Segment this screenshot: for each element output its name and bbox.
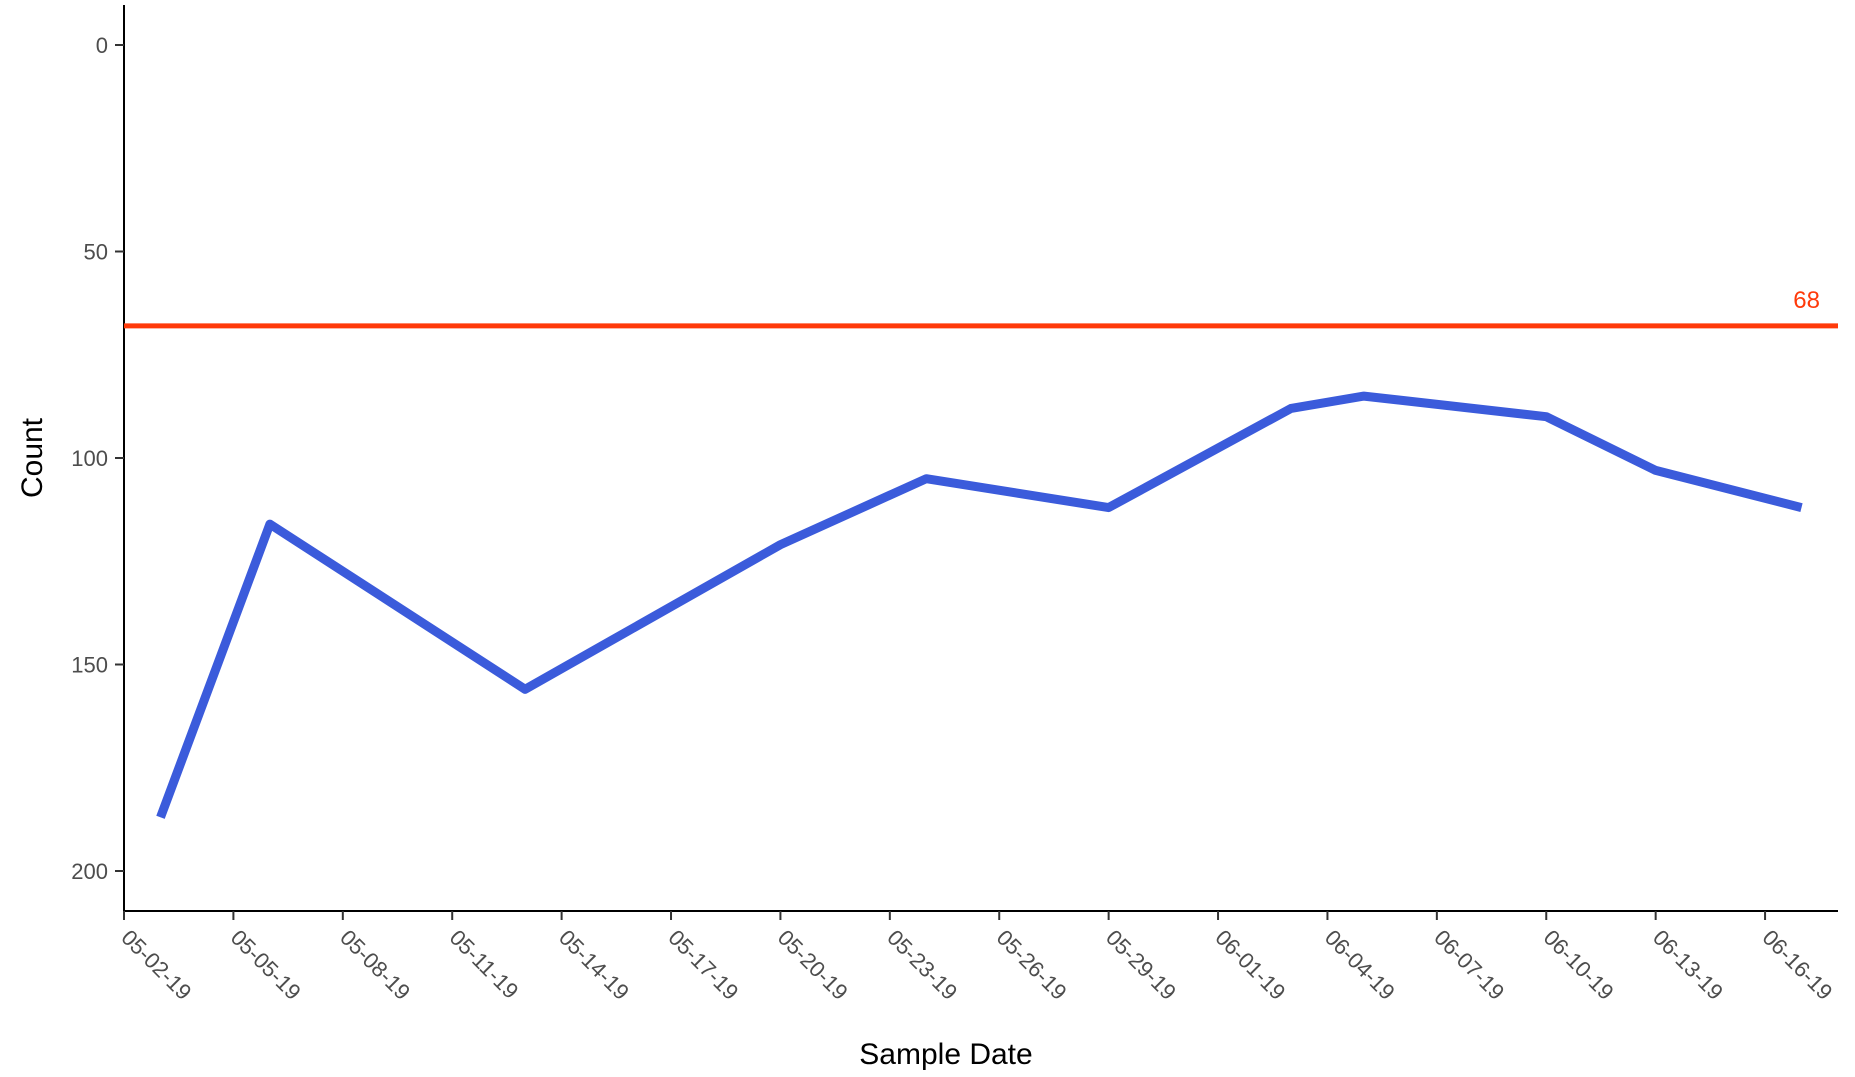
x-tick-label: 05-23-19 bbox=[882, 925, 962, 1005]
reference-line-label: 68 bbox=[1793, 287, 1820, 314]
y-tick-label: 150 bbox=[71, 653, 108, 678]
x-tick-label: 06-01-19 bbox=[1211, 925, 1291, 1005]
x-tick-label: 06-16-19 bbox=[1758, 925, 1838, 1005]
x-tick-label: 05-11-19 bbox=[445, 925, 524, 1004]
y-tick-label: 100 bbox=[71, 446, 108, 471]
x-tick-label: 06-04-19 bbox=[1320, 925, 1400, 1005]
x-tick-label: 05-20-19 bbox=[773, 925, 853, 1005]
series-lines bbox=[160, 396, 1801, 817]
x-tick-label: 05-02-19 bbox=[116, 925, 196, 1005]
series-line bbox=[161, 396, 1802, 817]
y-tick-label: 50 bbox=[84, 240, 108, 265]
x-tick-label: 05-29-19 bbox=[1101, 925, 1181, 1005]
x-tick-label: 05-05-19 bbox=[226, 925, 306, 1005]
x-tick-label: 06-07-19 bbox=[1429, 925, 1509, 1005]
y-axis-title: Count bbox=[16, 417, 49, 498]
x-tick-label: 06-13-19 bbox=[1648, 925, 1728, 1005]
x-tick-label: 05-14-19 bbox=[554, 925, 634, 1005]
x-axis-title: Sample Date bbox=[859, 1038, 1032, 1071]
x-tick-label: 05-26-19 bbox=[992, 925, 1072, 1005]
x-tick-label: 06-10-19 bbox=[1539, 925, 1619, 1005]
reference-lines: 68 bbox=[124, 287, 1838, 326]
y-tick-label: 200 bbox=[71, 859, 108, 884]
x-tick-label: 05-08-19 bbox=[335, 925, 415, 1005]
x-tick-label: 05-17-19 bbox=[663, 925, 743, 1005]
axes: 0 50 100 150 200 05-02-19 05-05-19 05-08-19 05-1… bbox=[71, 5, 1838, 1005]
y-tick-label: 0 bbox=[96, 33, 108, 58]
